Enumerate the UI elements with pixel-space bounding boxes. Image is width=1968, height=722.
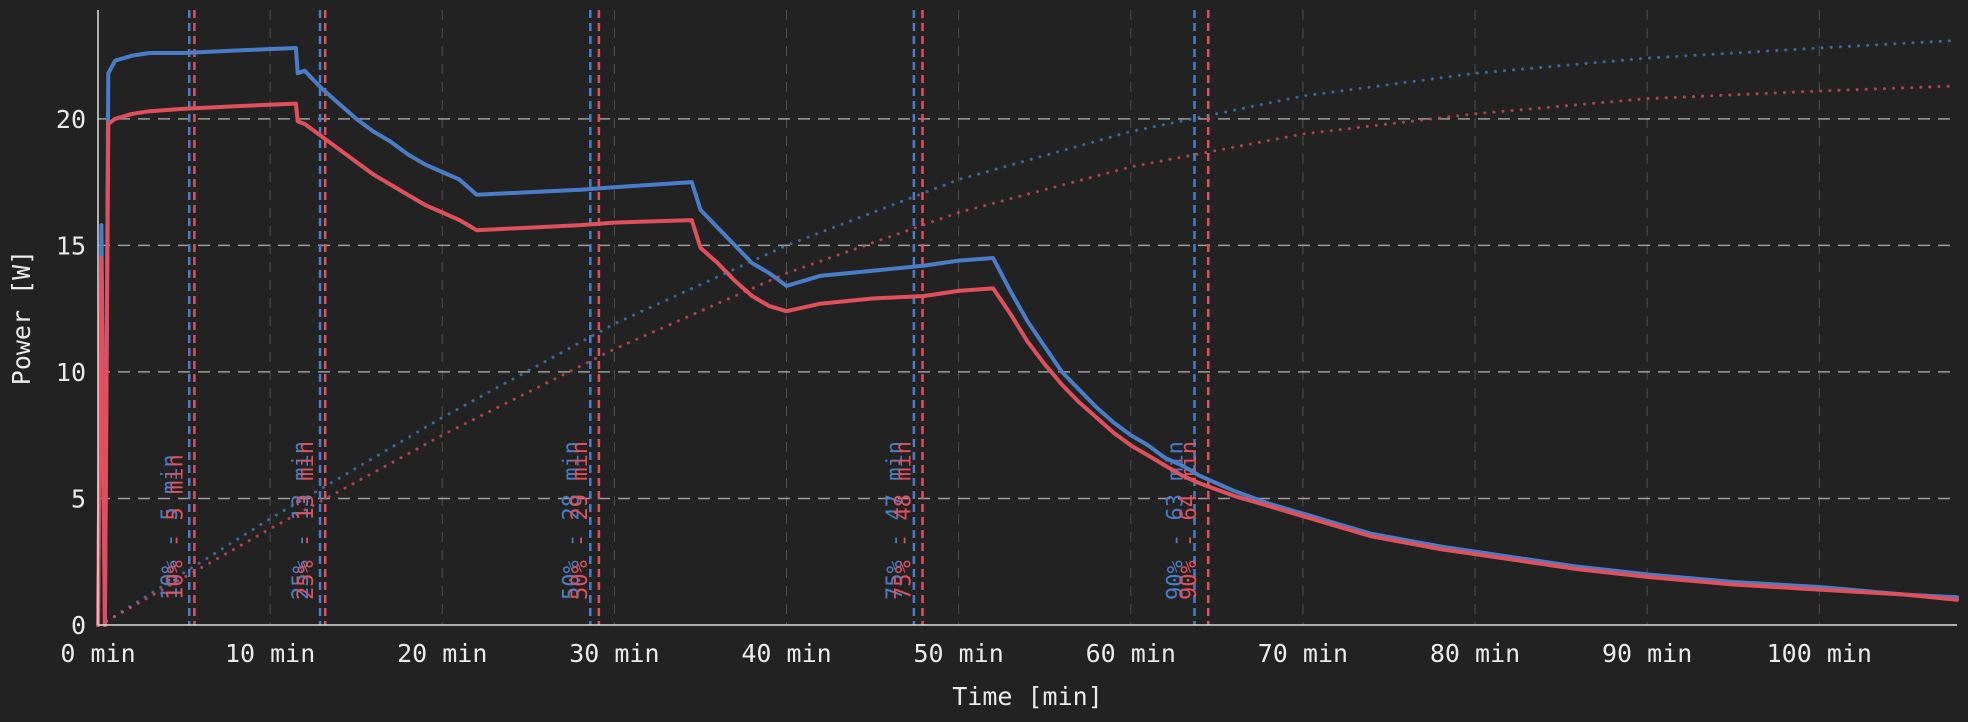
dotted-series-line <box>105 38 1959 623</box>
series-line <box>96 101 1959 627</box>
marker-label: 75% - 47 min <box>883 441 908 600</box>
x-tick-label: 30 min <box>569 639 659 668</box>
x-tick-label: 40 min <box>741 639 831 668</box>
y-tick-label: 15 <box>56 231 86 260</box>
x-tick-label: 20 min <box>397 639 487 668</box>
marker-label: 10% - 5 min <box>163 454 188 600</box>
x-tick-label: 80 min <box>1430 639 1520 668</box>
marker-label: 25% - 13 min <box>289 441 314 600</box>
axes: 0 min 10 min 20 min 30 min 40 min 50 min 60 mi… <box>56 10 1957 668</box>
data-series <box>96 38 1959 627</box>
x-axis-title: Time [min] <box>952 682 1103 711</box>
x-tick-label: 10 min <box>225 639 315 668</box>
y-axis-title: Power [W] <box>7 250 36 385</box>
marker-label: 50% - 29 min <box>568 441 593 600</box>
x-tick-label: 60 min <box>1086 639 1176 668</box>
x-tick-label: 100 min <box>1767 639 1872 668</box>
dotted-series-line <box>105 84 1959 623</box>
x-tick-label: 50 min <box>913 639 1003 668</box>
grid <box>98 10 1957 625</box>
marker-label: 10% - 5 min <box>158 454 183 600</box>
marker-label: 90% - 64 min <box>1177 441 1202 600</box>
marker-label: 25% - 13 min <box>294 441 319 600</box>
y-tick-label: 0 <box>71 611 86 640</box>
y-tick-label: 5 <box>71 484 86 513</box>
x-tick-label: 90 min <box>1602 639 1692 668</box>
y-tick-label: 20 <box>56 105 86 134</box>
x-tick-label: 70 min <box>1258 639 1348 668</box>
marker-label: 50% - 28 min <box>559 441 584 600</box>
series-line <box>96 46 1959 627</box>
x-tick-label: 0 min <box>60 639 135 668</box>
y-tick-label: 10 <box>56 358 86 387</box>
marker-label: 75% - 48 min <box>892 441 917 600</box>
